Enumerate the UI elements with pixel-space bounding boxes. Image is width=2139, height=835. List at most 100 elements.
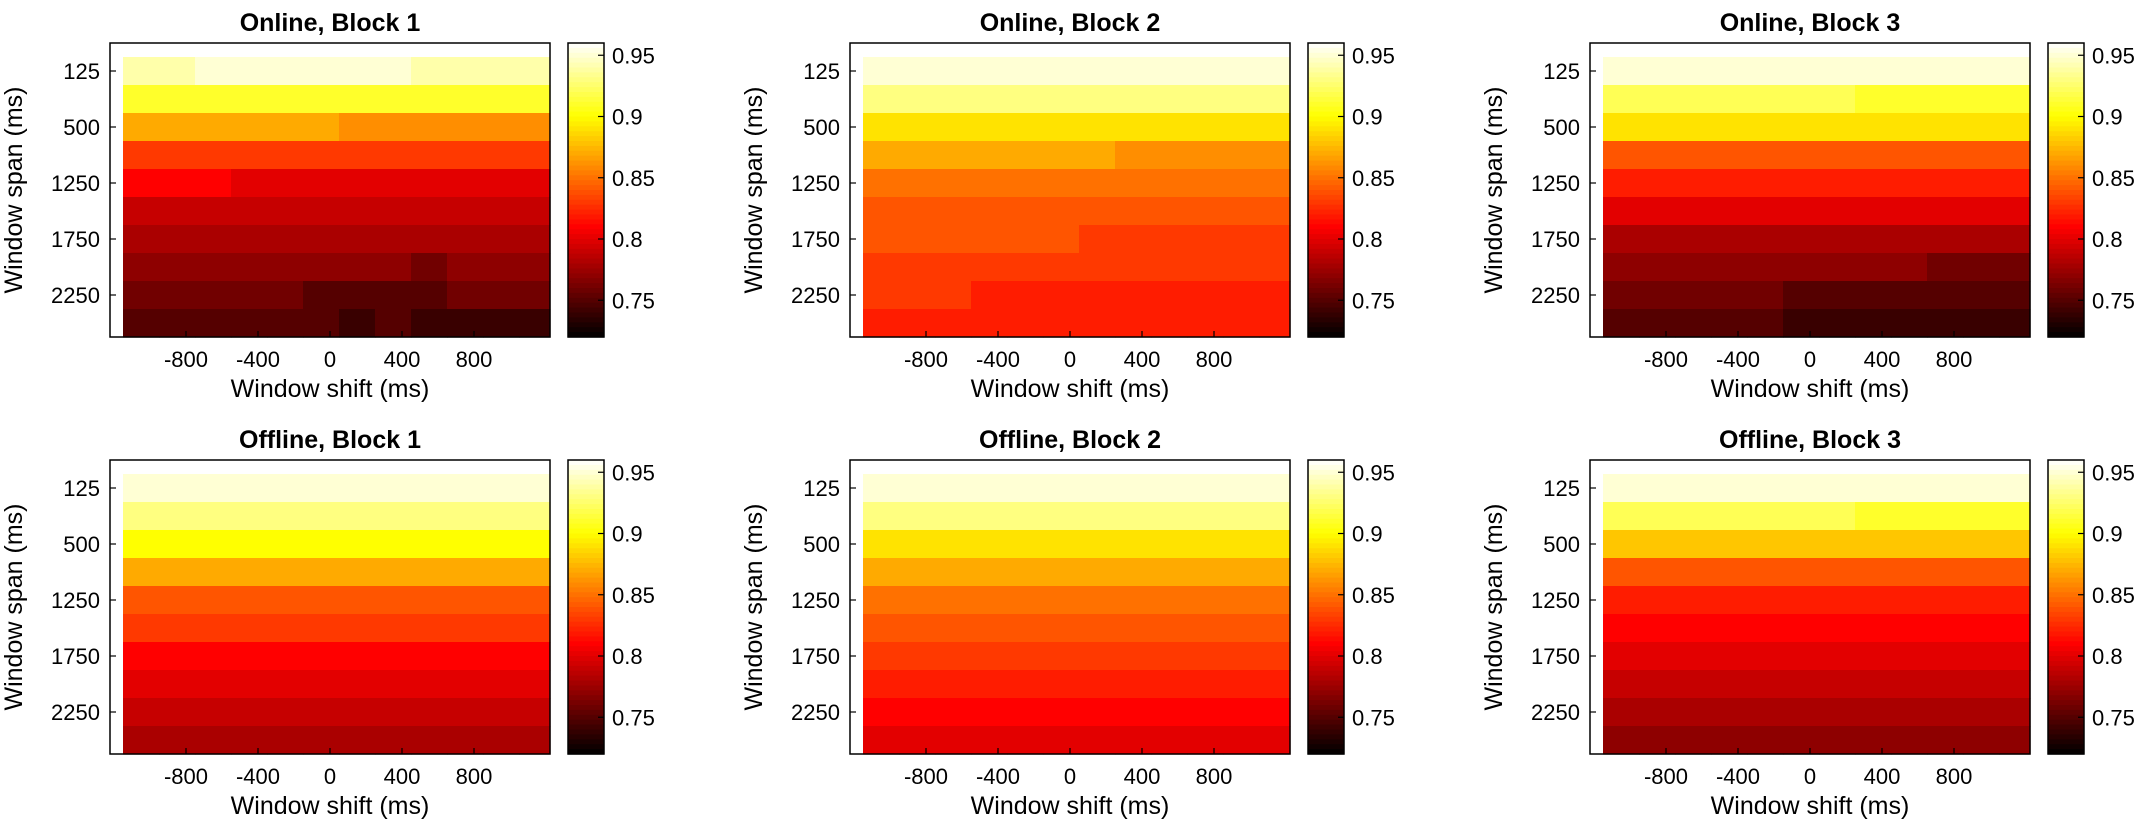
heatmap-cell: [447, 614, 484, 643]
heatmap-cell: [1819, 586, 1856, 615]
colorbar-band: [2048, 587, 2084, 593]
heatmap-cell: [1783, 57, 1820, 86]
colorbar-band: [568, 150, 604, 157]
colorbar-band: [568, 327, 604, 333]
heatmap-cell: [1747, 614, 1784, 643]
heatmap-cell: [1187, 225, 1224, 254]
colorbar-band: [568, 562, 604, 569]
colorbar-tick-label: 0.85: [2092, 583, 2135, 608]
heatmap-cell: [1891, 113, 1928, 142]
heatmap-cell: [303, 309, 340, 338]
heatmap-cell: [1855, 253, 1892, 282]
heatmap-cell: [1007, 474, 1044, 503]
heatmap-cell: [159, 141, 196, 170]
colorbar-band: [568, 194, 604, 201]
heatmap-cell: [971, 309, 1008, 338]
heatmap-cell: [1999, 309, 2031, 338]
heatmap-cell: [1007, 141, 1044, 170]
heatmap-cell: [303, 85, 340, 114]
heatmap-cell: [519, 558, 551, 587]
y-tick-label: 1750: [791, 227, 840, 252]
heatmap-cell: [267, 253, 304, 282]
colorbar-band: [2048, 553, 2084, 559]
heatmap-cell: [1079, 726, 1116, 755]
colorbar-band: [2048, 322, 2084, 328]
colorbar-band: [2048, 734, 2084, 740]
colorbar-band: [1308, 523, 1344, 530]
heatmap-cell: [483, 85, 520, 114]
heatmap-cell: [447, 726, 484, 755]
heatmap-cell: [1747, 698, 1784, 727]
x-tick-label: -400: [976, 347, 1020, 372]
heatmap-cell: [935, 169, 972, 198]
heatmap-cell: [447, 670, 484, 699]
colorbar-band: [2048, 489, 2084, 495]
colorbar-band: [2048, 680, 2084, 686]
heatmap-cell: [899, 614, 936, 643]
heatmap-cell: [375, 642, 412, 671]
heatmap-cell: [1675, 141, 1712, 170]
heatmap-cell: [519, 474, 551, 503]
heatmap-cell: [1259, 474, 1291, 503]
y-tick-label: 1250: [51, 171, 100, 196]
colorbar-band: [568, 749, 604, 755]
colorbar-band: [2048, 258, 2084, 265]
heatmap-cell: [1747, 113, 1784, 142]
colorbar-band: [568, 523, 604, 530]
colorbar-band: [568, 180, 604, 186]
heatmap-cell: [1007, 85, 1044, 114]
heatmap-cell: [1603, 281, 1640, 310]
colorbar-band: [1308, 239, 1344, 245]
heatmap-cell: [519, 309, 551, 338]
colorbar-band: [1308, 577, 1344, 584]
colorbar-band: [1308, 214, 1344, 220]
colorbar-band: [1308, 675, 1344, 682]
heatmap-cell: [339, 309, 376, 338]
colorbar-band: [2048, 621, 2084, 628]
heatmap-cell: [1999, 281, 2031, 310]
heatmap-cell: [863, 558, 900, 587]
colorbar-band: [2048, 283, 2084, 289]
colorbar-band: [1308, 283, 1344, 289]
heatmap-cell: [195, 141, 232, 170]
colorbar-band: [2048, 690, 2084, 696]
colorbar-band: [1308, 690, 1344, 696]
heatmap-cell: [1639, 558, 1676, 587]
panel: -800 -400 0 400 800 125 500 1250 1750 2250 Offline…: [1480, 426, 2135, 820]
heatmap-cell: [231, 614, 268, 643]
heatmap-cell: [1711, 197, 1748, 226]
heatmap-cell: [1675, 197, 1712, 226]
heatmap-cell: [899, 253, 936, 282]
y-tick-label: 1250: [791, 588, 840, 613]
colorbar-band: [2048, 464, 2084, 471]
heatmap-cell: [971, 141, 1008, 170]
heatmap-cell: [339, 113, 376, 142]
colorbar-band: [568, 302, 604, 309]
panel: -800 -400 0 400 800 125 500 1250 1750 2250 Offline…: [740, 426, 1395, 820]
colorbar-band: [568, 533, 604, 539]
heatmap-cell: [195, 57, 232, 86]
heatmap-cell: [375, 85, 412, 114]
colorbar-band: [568, 636, 604, 642]
heatmap-cell: [935, 281, 972, 310]
heatmap-cell: [1043, 502, 1080, 531]
y-tick-label: 500: [1543, 115, 1580, 140]
y-tick-label: 125: [63, 476, 100, 501]
heatmap-cell: [1999, 698, 2031, 727]
heatmap-cell: [1187, 197, 1224, 226]
colorbar-band: [1308, 243, 1344, 250]
heatmap-cell: [863, 225, 900, 254]
colorbar-band: [568, 572, 604, 579]
colorbar-band: [2048, 631, 2084, 637]
heatmap-cell: [1783, 113, 1820, 142]
colorbar-tick-label: 0.85: [2092, 166, 2135, 191]
colorbar-band: [2048, 150, 2084, 157]
heatmap-cell: [1747, 558, 1784, 587]
heatmap-cell: [159, 670, 196, 699]
colorbar-band: [568, 175, 604, 181]
heatmap-cell: [447, 281, 484, 310]
heatmap-cell: [1223, 85, 1260, 114]
heatmap-cell: [483, 586, 520, 615]
heatmap-cell: [519, 502, 551, 531]
heatmap-cell: [1963, 502, 2000, 531]
